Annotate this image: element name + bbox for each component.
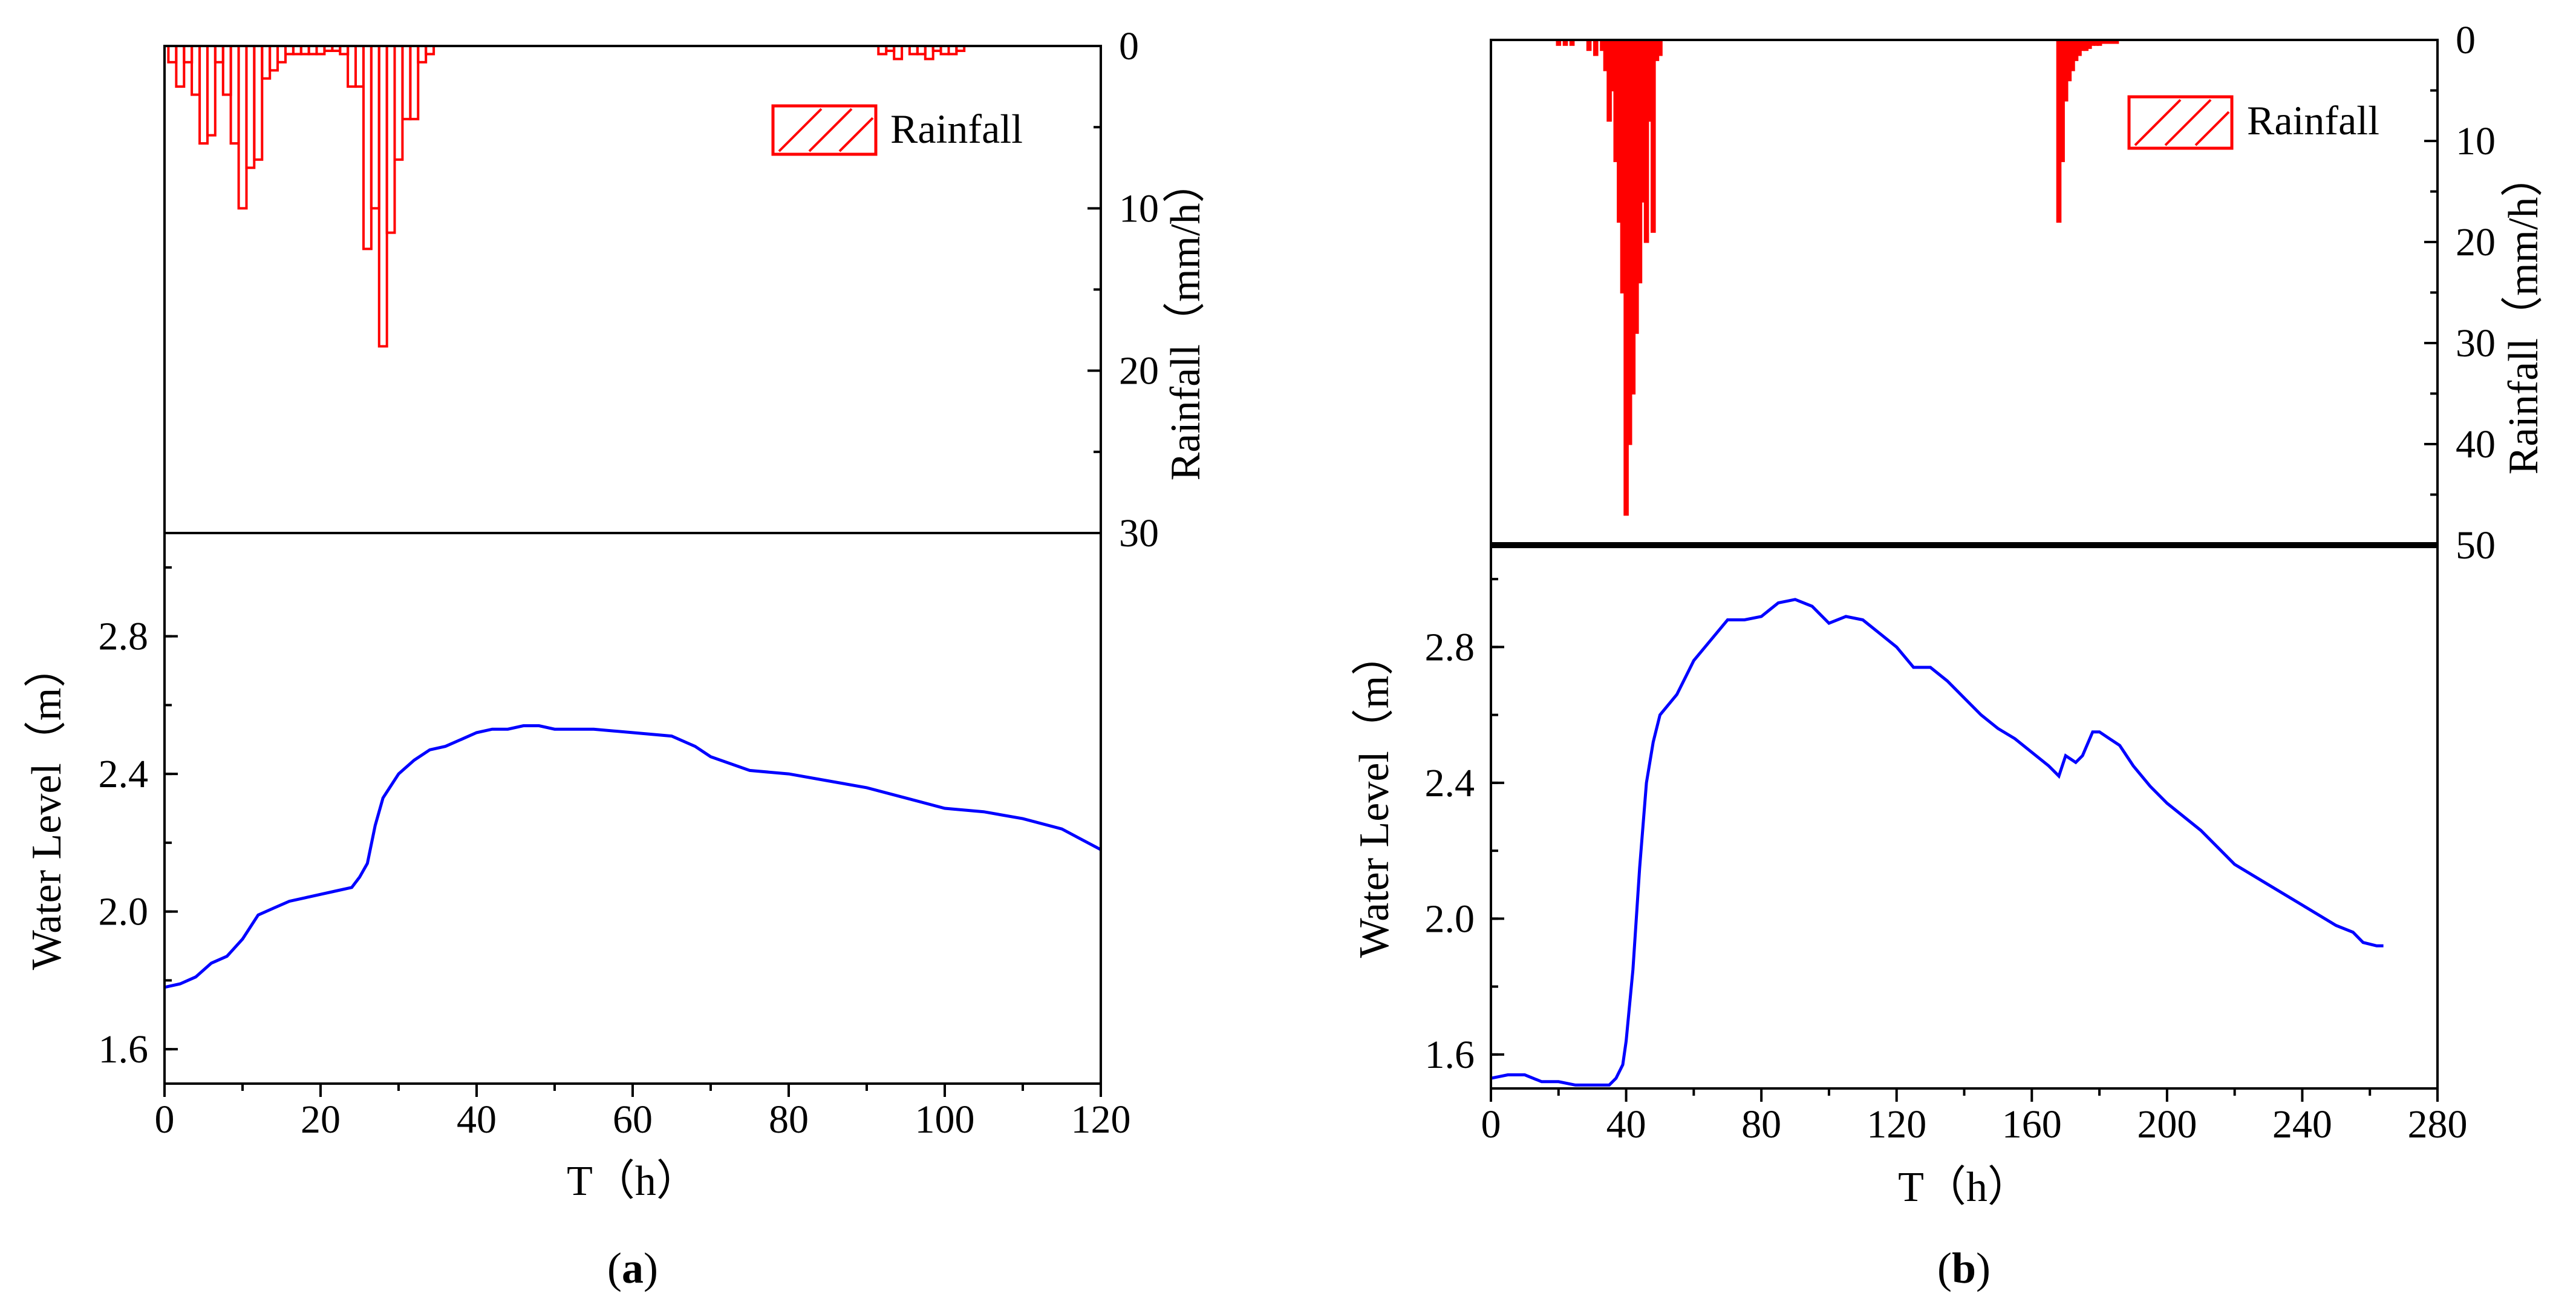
level-axis-title-a: Water Level（m） — [24, 646, 70, 970]
water-level-line-b — [1490, 598, 2384, 1087]
x-tick-label: 100 — [915, 1098, 975, 1142]
rain-bar — [191, 45, 201, 96]
x-tick-label: 0 — [1481, 1102, 1501, 1147]
level-y-tick-label: 2.8 — [99, 615, 149, 659]
rain-bar — [206, 45, 217, 137]
x-tick-label: 80 — [1741, 1102, 1781, 1147]
rain-bar — [1657, 39, 1663, 56]
x-axis-title-a: T（h） — [567, 1158, 699, 1205]
panel-b: 0 40 80 120 160 200 240 280 0 10 20 30 40 50 1.6 2.0 2.4… — [1351, 18, 2547, 1292]
rain-y-tick-label: 20 — [2456, 220, 2496, 264]
x-tick-label: 280 — [2408, 1102, 2468, 1147]
rain-legend-hatch-a — [808, 108, 853, 152]
rain-y-tick-label: 0 — [1119, 24, 1139, 68]
x-tick-label: 240 — [2272, 1102, 2332, 1147]
panel-label-close-paren-b: ) — [1976, 1244, 1991, 1292]
tick-labels-a: 0 20 40 60 80 100 120 0 10 20 30 1.6 2.0 2.4 2.8 — [99, 24, 1159, 1142]
panel-label-letter-a: a — [622, 1244, 644, 1292]
rain-bar — [1586, 39, 1592, 51]
level-y-tick-label: 2.4 — [99, 752, 149, 796]
rain-bar — [908, 45, 919, 56]
tick-labels-b: 0 40 80 120 160 200 240 280 0 10 20 30 40 50 1.6 2.0 2.4… — [1425, 18, 2496, 1147]
x-tick-label: 80 — [769, 1098, 809, 1142]
rain-legend-hatch-b — [2164, 99, 2212, 146]
rain-y-tick-label: 30 — [1119, 511, 1159, 555]
panel-label-open-paren-a: ( — [607, 1244, 622, 1292]
rain-y-tick-label: 10 — [2456, 119, 2496, 163]
panel-label-letter-b: b — [1952, 1244, 1976, 1292]
rain-bar — [167, 45, 178, 64]
rain-legend-swatch-b — [2127, 95, 2234, 150]
rain-bar — [425, 45, 435, 56]
rain-bar — [1593, 39, 1599, 56]
panel-label-b: (b) — [1937, 1244, 1991, 1292]
level-y-tick-label: 2.8 — [1425, 625, 1475, 669]
x-tick-label: 200 — [2137, 1102, 2197, 1147]
rain-bar — [893, 45, 904, 61]
x-tick-label: 20 — [301, 1098, 341, 1142]
rain-bar — [269, 45, 279, 72]
ticks-b — [1490, 39, 2439, 1102]
rain-legend-hatch-b — [2194, 111, 2230, 146]
level-axis-title-b: Water Level（m） — [1351, 633, 1398, 958]
x-tick-label: 0 — [155, 1098, 175, 1142]
level-y-tick-label: 1.6 — [1425, 1033, 1475, 1077]
level-plot-frame-b — [1490, 544, 2439, 1090]
ticks-a — [163, 45, 1102, 1097]
rain-y-tick-label: 10 — [1119, 186, 1159, 231]
rain-axis-title-b: Rainfall（mm/h） — [2500, 155, 2547, 475]
x-tick-label: 40 — [1606, 1102, 1646, 1147]
rain-bars-a — [167, 45, 966, 348]
rain-bar — [354, 45, 365, 88]
rain-y-tick-label: 50 — [2456, 523, 2496, 568]
water-level-line-a — [164, 724, 1102, 989]
rain-legend-label-b: Rainfall — [2247, 97, 2379, 143]
rain-legend-hatch-a — [838, 117, 874, 152]
rain-bar — [877, 45, 888, 56]
rain-bar — [245, 45, 256, 169]
rain-y-tick-label: 0 — [2456, 18, 2476, 62]
x-tick-label: 60 — [613, 1098, 653, 1142]
level-y-tick-label: 2.0 — [1425, 897, 1475, 941]
rain-y-tick-label: 20 — [1119, 349, 1159, 393]
rain-y-tick-label: 40 — [2456, 422, 2496, 466]
x-tick-label: 160 — [2002, 1102, 2062, 1147]
rain-bar — [370, 45, 380, 210]
x-tick-label: 40 — [457, 1098, 497, 1142]
rain-bar — [229, 45, 240, 145]
level-y-tick-label: 2.0 — [99, 890, 149, 934]
level-y-tick-label: 2.4 — [1425, 761, 1475, 805]
rain-legend-label-a: Rainfall — [890, 106, 1023, 152]
rain-legend-hatch-a — [778, 108, 823, 152]
rain-bar — [1651, 39, 1656, 233]
rain-axis-title-a: Rainfall（mm/h） — [1162, 161, 1209, 481]
x-tick-label: 120 — [1071, 1098, 1131, 1142]
x-axis-title-b: T（h） — [1898, 1164, 2030, 1211]
rain-bar — [315, 45, 326, 56]
rain-bar — [393, 45, 404, 161]
panel-a: 0 20 40 60 80 100 120 0 10 20 30 1.6 2.0 2.4 2.8 Rainf… — [24, 24, 1209, 1292]
rain-y-tick-label: 30 — [2456, 321, 2496, 365]
level-y-tick-label: 1.6 — [99, 1027, 149, 1072]
panel-label-open-paren-b: ( — [1937, 1244, 1952, 1292]
rain-bars-b — [1556, 39, 2119, 516]
panel-label-close-paren-a: ) — [644, 1244, 658, 1292]
rain-legend-hatch-b — [2134, 99, 2182, 146]
x-tick-label: 120 — [1867, 1102, 1926, 1147]
panel-label-a: (a) — [607, 1244, 658, 1292]
rain-legend-swatch-a — [771, 104, 878, 156]
